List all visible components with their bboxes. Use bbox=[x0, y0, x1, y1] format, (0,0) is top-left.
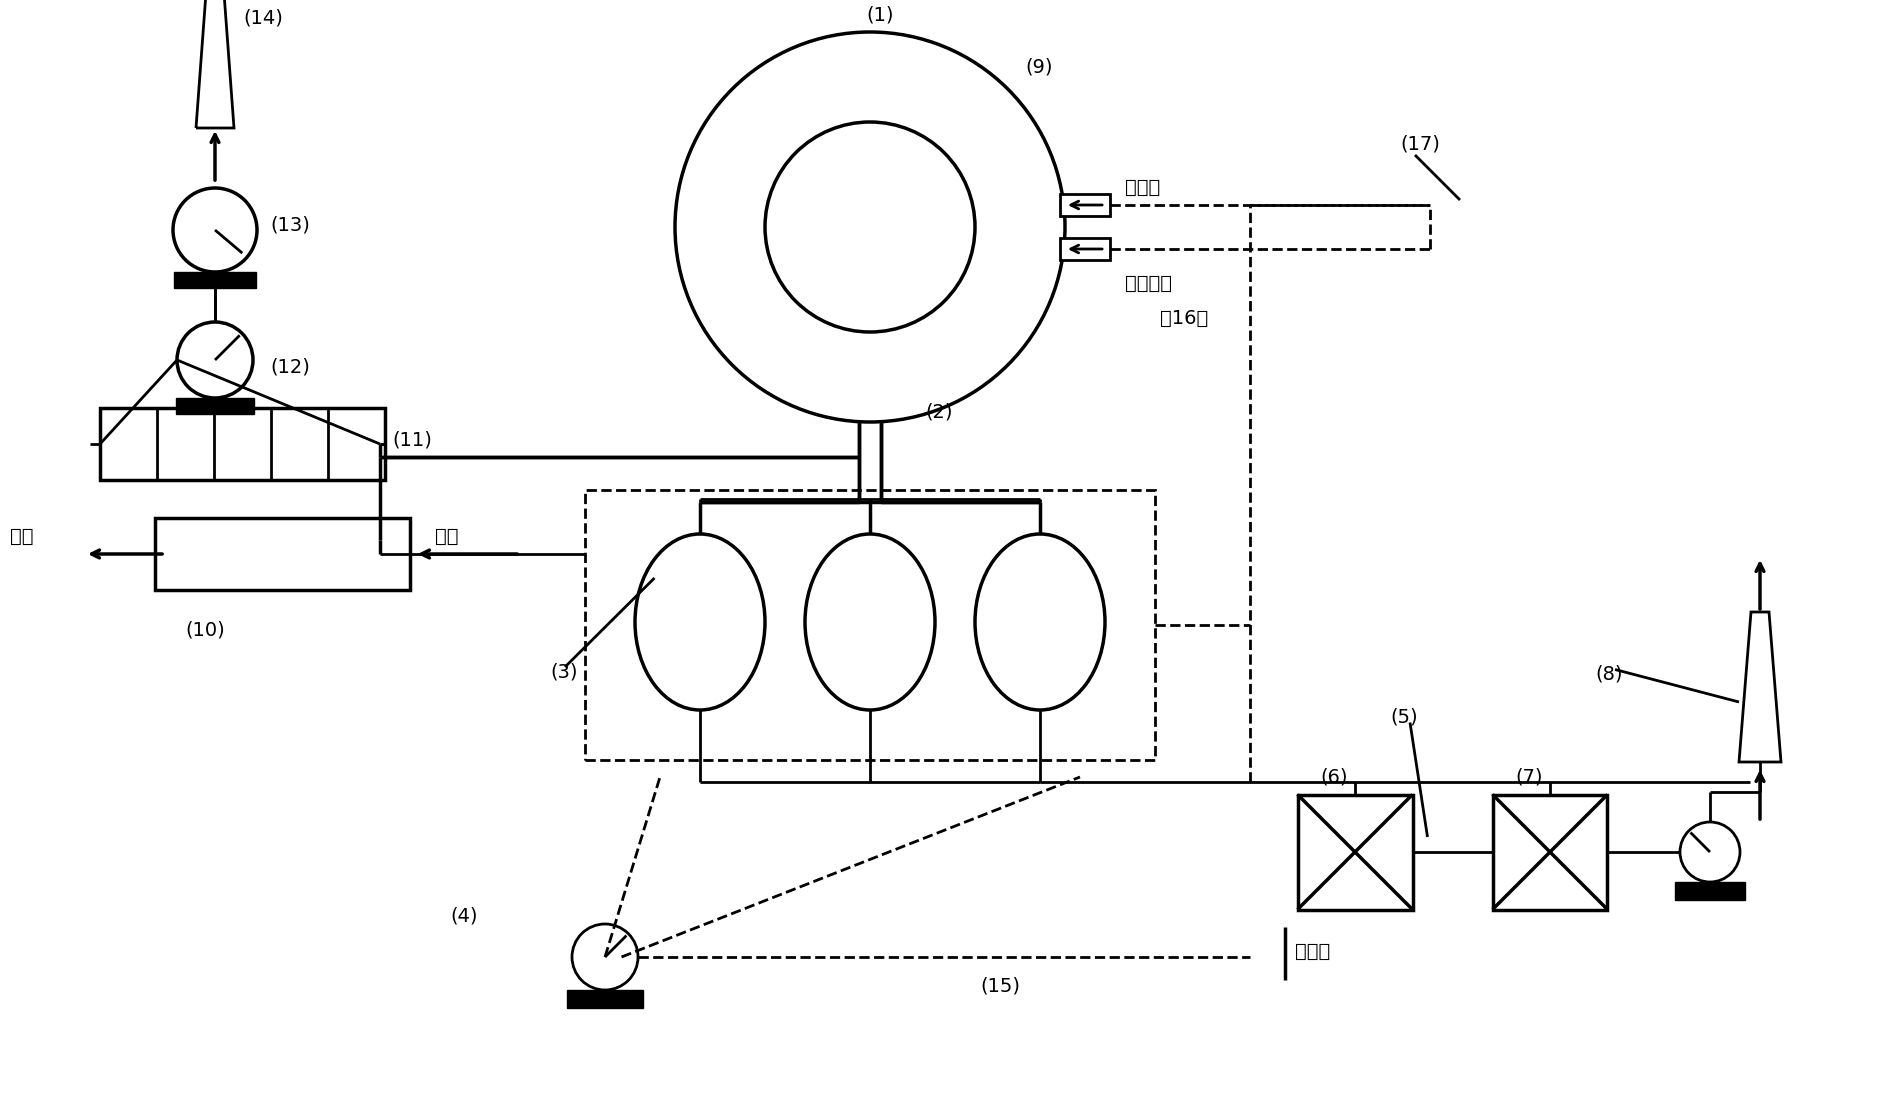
Bar bbox=[1492, 794, 1608, 910]
Bar bbox=[567, 990, 643, 1007]
Bar bbox=[1060, 193, 1110, 216]
Text: (2): (2) bbox=[924, 403, 953, 421]
Bar bbox=[1298, 794, 1413, 910]
Text: 助燃空气: 助燃空气 bbox=[1126, 274, 1172, 292]
Text: (15): (15) bbox=[981, 977, 1020, 996]
Text: (14): (14) bbox=[242, 8, 284, 27]
Bar bbox=[584, 490, 1156, 759]
Text: (17): (17) bbox=[1400, 135, 1439, 153]
Text: 矿粉: 矿粉 bbox=[9, 527, 34, 546]
Text: 矿粉: 矿粉 bbox=[436, 527, 458, 546]
Bar bbox=[154, 518, 410, 590]
Text: (7): (7) bbox=[1514, 767, 1543, 786]
Bar bbox=[100, 408, 385, 480]
Text: (5): (5) bbox=[1390, 707, 1417, 726]
Text: (8): (8) bbox=[1595, 665, 1622, 684]
Text: (4): (4) bbox=[449, 907, 477, 926]
Text: （16）: （16） bbox=[1159, 309, 1208, 328]
Text: (12): (12) bbox=[271, 357, 310, 376]
Text: (13): (13) bbox=[271, 215, 310, 234]
Text: (3): (3) bbox=[551, 662, 577, 681]
Bar bbox=[1060, 238, 1110, 260]
Text: (10): (10) bbox=[184, 620, 225, 639]
Text: 冷煤气: 冷煤气 bbox=[1295, 942, 1330, 961]
Text: (1): (1) bbox=[866, 4, 894, 24]
Text: (6): (6) bbox=[1321, 767, 1347, 786]
Bar bbox=[175, 272, 256, 288]
Text: (11): (11) bbox=[393, 430, 432, 449]
Text: (9): (9) bbox=[1026, 57, 1052, 76]
Text: 热煤气: 热煤气 bbox=[1126, 178, 1159, 197]
Bar bbox=[1674, 882, 1746, 900]
Bar bbox=[177, 398, 254, 414]
